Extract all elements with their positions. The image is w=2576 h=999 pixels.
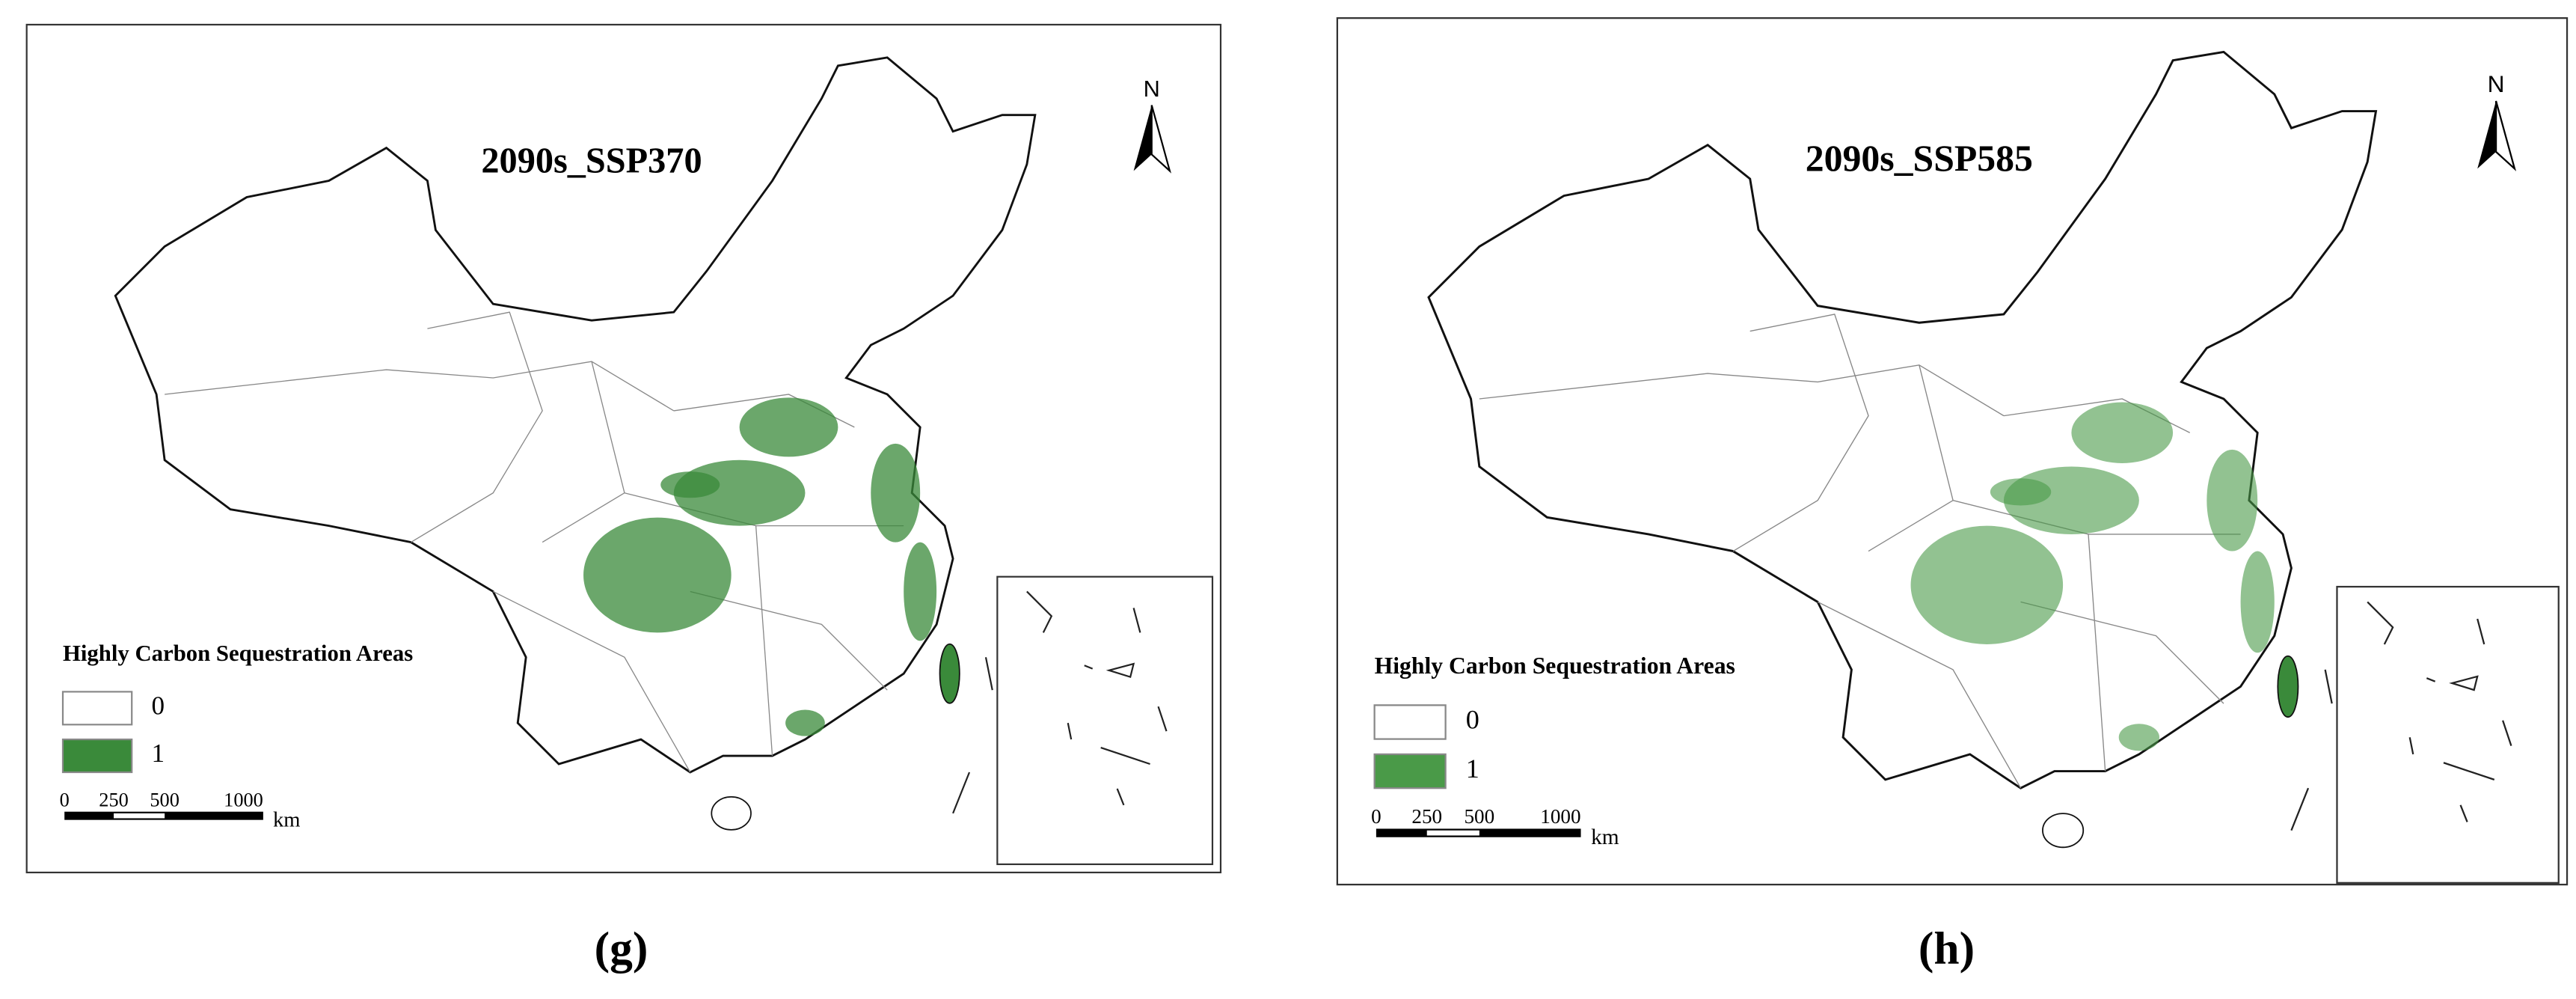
legend-label: 0 bbox=[152, 691, 165, 720]
scale-bar-segment bbox=[114, 813, 165, 819]
island bbox=[939, 643, 960, 704]
province-borders bbox=[165, 311, 904, 773]
scale-bar-segment bbox=[1426, 830, 1479, 836]
country-outline bbox=[1427, 50, 2378, 789]
legend-swatch bbox=[1373, 704, 1447, 740]
sequestration-area bbox=[871, 443, 921, 543]
island bbox=[2042, 813, 2085, 849]
panel-caption: (g) bbox=[595, 923, 648, 974]
island bbox=[2277, 655, 2299, 718]
panel-caption: (h) bbox=[1919, 923, 1975, 974]
map-title: 2090s_SSP370 bbox=[481, 141, 702, 181]
legend-swatch bbox=[61, 691, 133, 726]
sequestration-area bbox=[583, 517, 732, 633]
scale-label: 0 bbox=[1371, 805, 1381, 828]
scale-label: 1000 bbox=[224, 789, 263, 811]
island bbox=[711, 796, 752, 831]
scale-unit: km bbox=[1591, 825, 1619, 849]
scale-unit: km bbox=[273, 808, 300, 831]
legend-swatch bbox=[1373, 753, 1447, 789]
sequestration-area bbox=[1990, 478, 2052, 506]
sequestration-area bbox=[1910, 525, 2064, 644]
inset-islands bbox=[2290, 601, 2512, 831]
scale-label: 250 bbox=[1411, 805, 1442, 828]
scale-label: 500 bbox=[1465, 805, 1495, 828]
map-title: 2090s_SSP585 bbox=[1806, 138, 2033, 179]
legend-label: 1 bbox=[152, 739, 165, 768]
sequestration-area bbox=[785, 709, 825, 736]
scale-label: 500 bbox=[150, 789, 179, 811]
legend-title: Highly Carbon Sequestration Areas bbox=[63, 641, 413, 666]
sequestration-area bbox=[2207, 449, 2258, 552]
province-borders bbox=[1479, 314, 2241, 789]
sequestration-area bbox=[904, 542, 937, 641]
scale-label: 1000 bbox=[1540, 805, 1580, 828]
north-label: N bbox=[1144, 76, 1160, 102]
sequestration-area bbox=[739, 397, 838, 457]
legend-swatch bbox=[61, 738, 133, 774]
country-outline bbox=[114, 56, 1037, 774]
inset-frame bbox=[2336, 585, 2560, 884]
north-arrow-half bbox=[1150, 105, 1171, 174]
legend-label: 0 bbox=[1466, 704, 1479, 734]
sequestration-area bbox=[2240, 551, 2275, 653]
north-arrow-half bbox=[2494, 100, 2517, 171]
sequestration-area bbox=[2118, 724, 2160, 751]
sequestration-area bbox=[660, 471, 720, 498]
map-panel: 2090s_SSP585 N Highly Carbon Sequestration… bbox=[1336, 17, 2569, 886]
legend-label: 1 bbox=[1466, 754, 1479, 783]
sequestration-area bbox=[2071, 402, 2174, 463]
scale-label: 250 bbox=[99, 789, 129, 811]
north-label: N bbox=[2488, 70, 2505, 97]
map-panel: 2090s_SSP370 N Highly Carbon Sequestration… bbox=[25, 23, 1222, 874]
scale-label: 0 bbox=[60, 789, 70, 811]
inset-frame bbox=[996, 575, 1214, 866]
legend-title: Highly Carbon Sequestration Areas bbox=[1375, 653, 1735, 679]
inset-islands bbox=[952, 590, 1168, 814]
